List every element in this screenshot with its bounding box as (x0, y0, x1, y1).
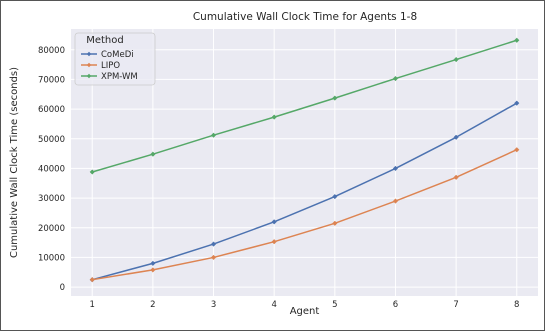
data-point (271, 239, 277, 245)
series-line (92, 39, 517, 173)
y-tick-label: 80000 (38, 46, 65, 56)
x-tick-label: 1 (90, 300, 95, 310)
legend-marker (86, 73, 92, 79)
legend-title: Method (86, 35, 124, 46)
data-point (210, 132, 217, 138)
x-tick-label: 7 (453, 300, 458, 310)
data-point (150, 267, 156, 273)
legend-marker (86, 51, 92, 57)
y-tick-label: 40000 (38, 164, 65, 174)
data-point (514, 100, 520, 106)
data-point (332, 95, 338, 101)
series-layer (89, 37, 520, 283)
series-xpm-wm (89, 37, 520, 175)
data-point (514, 147, 520, 153)
data-point (392, 75, 399, 82)
y-axis-ticks: 0 10000 20000 30000 40000 50000 60000 70000 8000… (38, 46, 65, 293)
x-tick-label: 5 (332, 300, 337, 310)
data-point (89, 169, 95, 175)
y-tick-label: 50000 (38, 135, 65, 145)
data-point (392, 198, 399, 204)
x-tick-label: 4 (271, 300, 276, 310)
data-point (453, 56, 459, 63)
data-point (514, 37, 520, 43)
legend-item-xpm-wm: XPM-WM (81, 72, 138, 82)
legend-box (74, 32, 156, 86)
y-tick-label: 0 (60, 283, 65, 293)
chart-title: Cumulative Wall Clock Time for Agents 1-… (193, 11, 417, 23)
legend-label: LIPO (101, 61, 120, 71)
data-point (392, 165, 399, 172)
data-point (332, 220, 338, 226)
series-lipo (89, 147, 520, 283)
x-axis-label: Agent (290, 306, 320, 317)
y-tick-label: 20000 (38, 224, 65, 234)
y-tick-label: 30000 (38, 194, 65, 204)
series-line (92, 149, 518, 281)
x-tick-label: 3 (211, 300, 216, 310)
y-tick-label: 70000 (38, 75, 65, 85)
data-point (210, 241, 217, 247)
legend-label: XPM-WM (101, 72, 138, 82)
data-point (150, 151, 156, 157)
data-point (210, 254, 217, 261)
x-axis-ticks: 1 2 3 4 5 6 7 8 (90, 300, 520, 310)
y-tick-label: 60000 (38, 105, 65, 115)
data-point (150, 260, 156, 267)
y-axis-label: Cumulative Wall Clock Time (seconds) (9, 67, 20, 258)
data-point (271, 219, 277, 225)
data-point (332, 193, 338, 200)
legend-item-lipo: LIPO (81, 61, 120, 71)
x-tick-label: 8 (514, 300, 519, 310)
data-point (271, 114, 277, 120)
x-tick-label: 6 (393, 300, 398, 310)
x-tick-label: 2 (150, 300, 155, 310)
data-point (453, 174, 459, 180)
data-point (89, 277, 95, 283)
data-point (453, 134, 459, 140)
y-tick-label: 10000 (38, 253, 65, 263)
legend-label: CoMeDi (101, 50, 134, 60)
legend-item-comedi: CoMeDi (81, 50, 134, 60)
series-line (92, 102, 518, 281)
legend-marker (86, 62, 92, 68)
